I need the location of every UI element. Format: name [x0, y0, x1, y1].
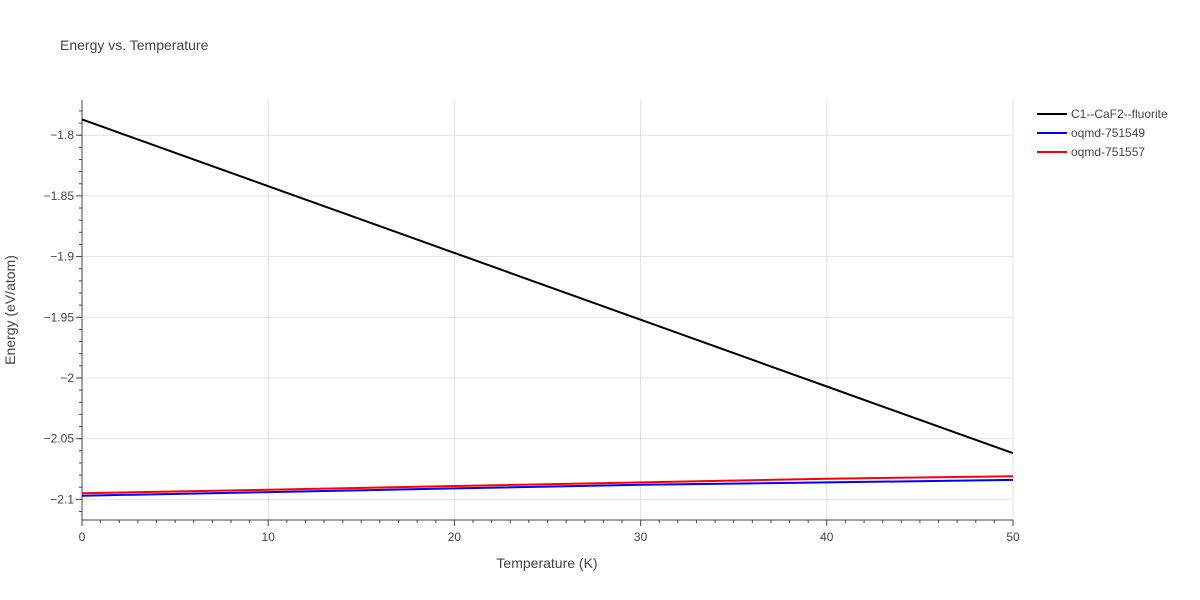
y-tick-label: −1.9: [50, 250, 74, 264]
legend-label: oqmd-751557: [1071, 145, 1145, 159]
series-line-2: [81, 478, 1014, 497]
x-tick-label: 30: [634, 530, 648, 544]
legend-item-2[interactable]: oqmd-751549: [1037, 126, 1145, 140]
legend-label: oqmd-751549: [1071, 126, 1145, 140]
y-tick-label: −1.95: [44, 310, 75, 324]
x-tick-label: 40: [820, 530, 834, 544]
legend-label: C1--CaF2--fluorite: [1071, 107, 1168, 121]
y-tick-label: −2.05: [44, 432, 75, 446]
legend-item-1[interactable]: C1--CaF2--fluorite: [1037, 107, 1168, 121]
series-line-1: [81, 118, 1014, 455]
series-line-3: [81, 475, 1014, 495]
chart-title: Energy vs. Temperature: [60, 37, 209, 53]
plot-area: [81, 118, 1014, 497]
tick-labels: 0 10 20 30 40 50 −1.8 −1.85 −1.9 −1.95 −2 −2.05 −2.1: [44, 128, 1020, 544]
x-axis-title: Temperature (K): [496, 555, 597, 571]
axes: [76, 100, 1014, 526]
y-tick-label: −1.85: [44, 189, 75, 203]
y-axis-title: Energy (eV/atom): [2, 255, 18, 365]
x-tick-label: 10: [262, 530, 276, 544]
legend[interactable]: C1--CaF2--fluorite oqmd-751549 oqmd-751557: [1037, 107, 1168, 159]
x-tick-label: 20: [448, 530, 462, 544]
grid: [82, 100, 1014, 520]
y-tick-label: −2.1: [50, 492, 74, 506]
x-tick-label: 0: [79, 530, 86, 544]
x-tick-label: 50: [1006, 530, 1020, 544]
y-tick-label: −2: [60, 371, 74, 385]
legend-item-3[interactable]: oqmd-751557: [1037, 145, 1145, 159]
y-tick-label: −1.8: [50, 128, 74, 142]
